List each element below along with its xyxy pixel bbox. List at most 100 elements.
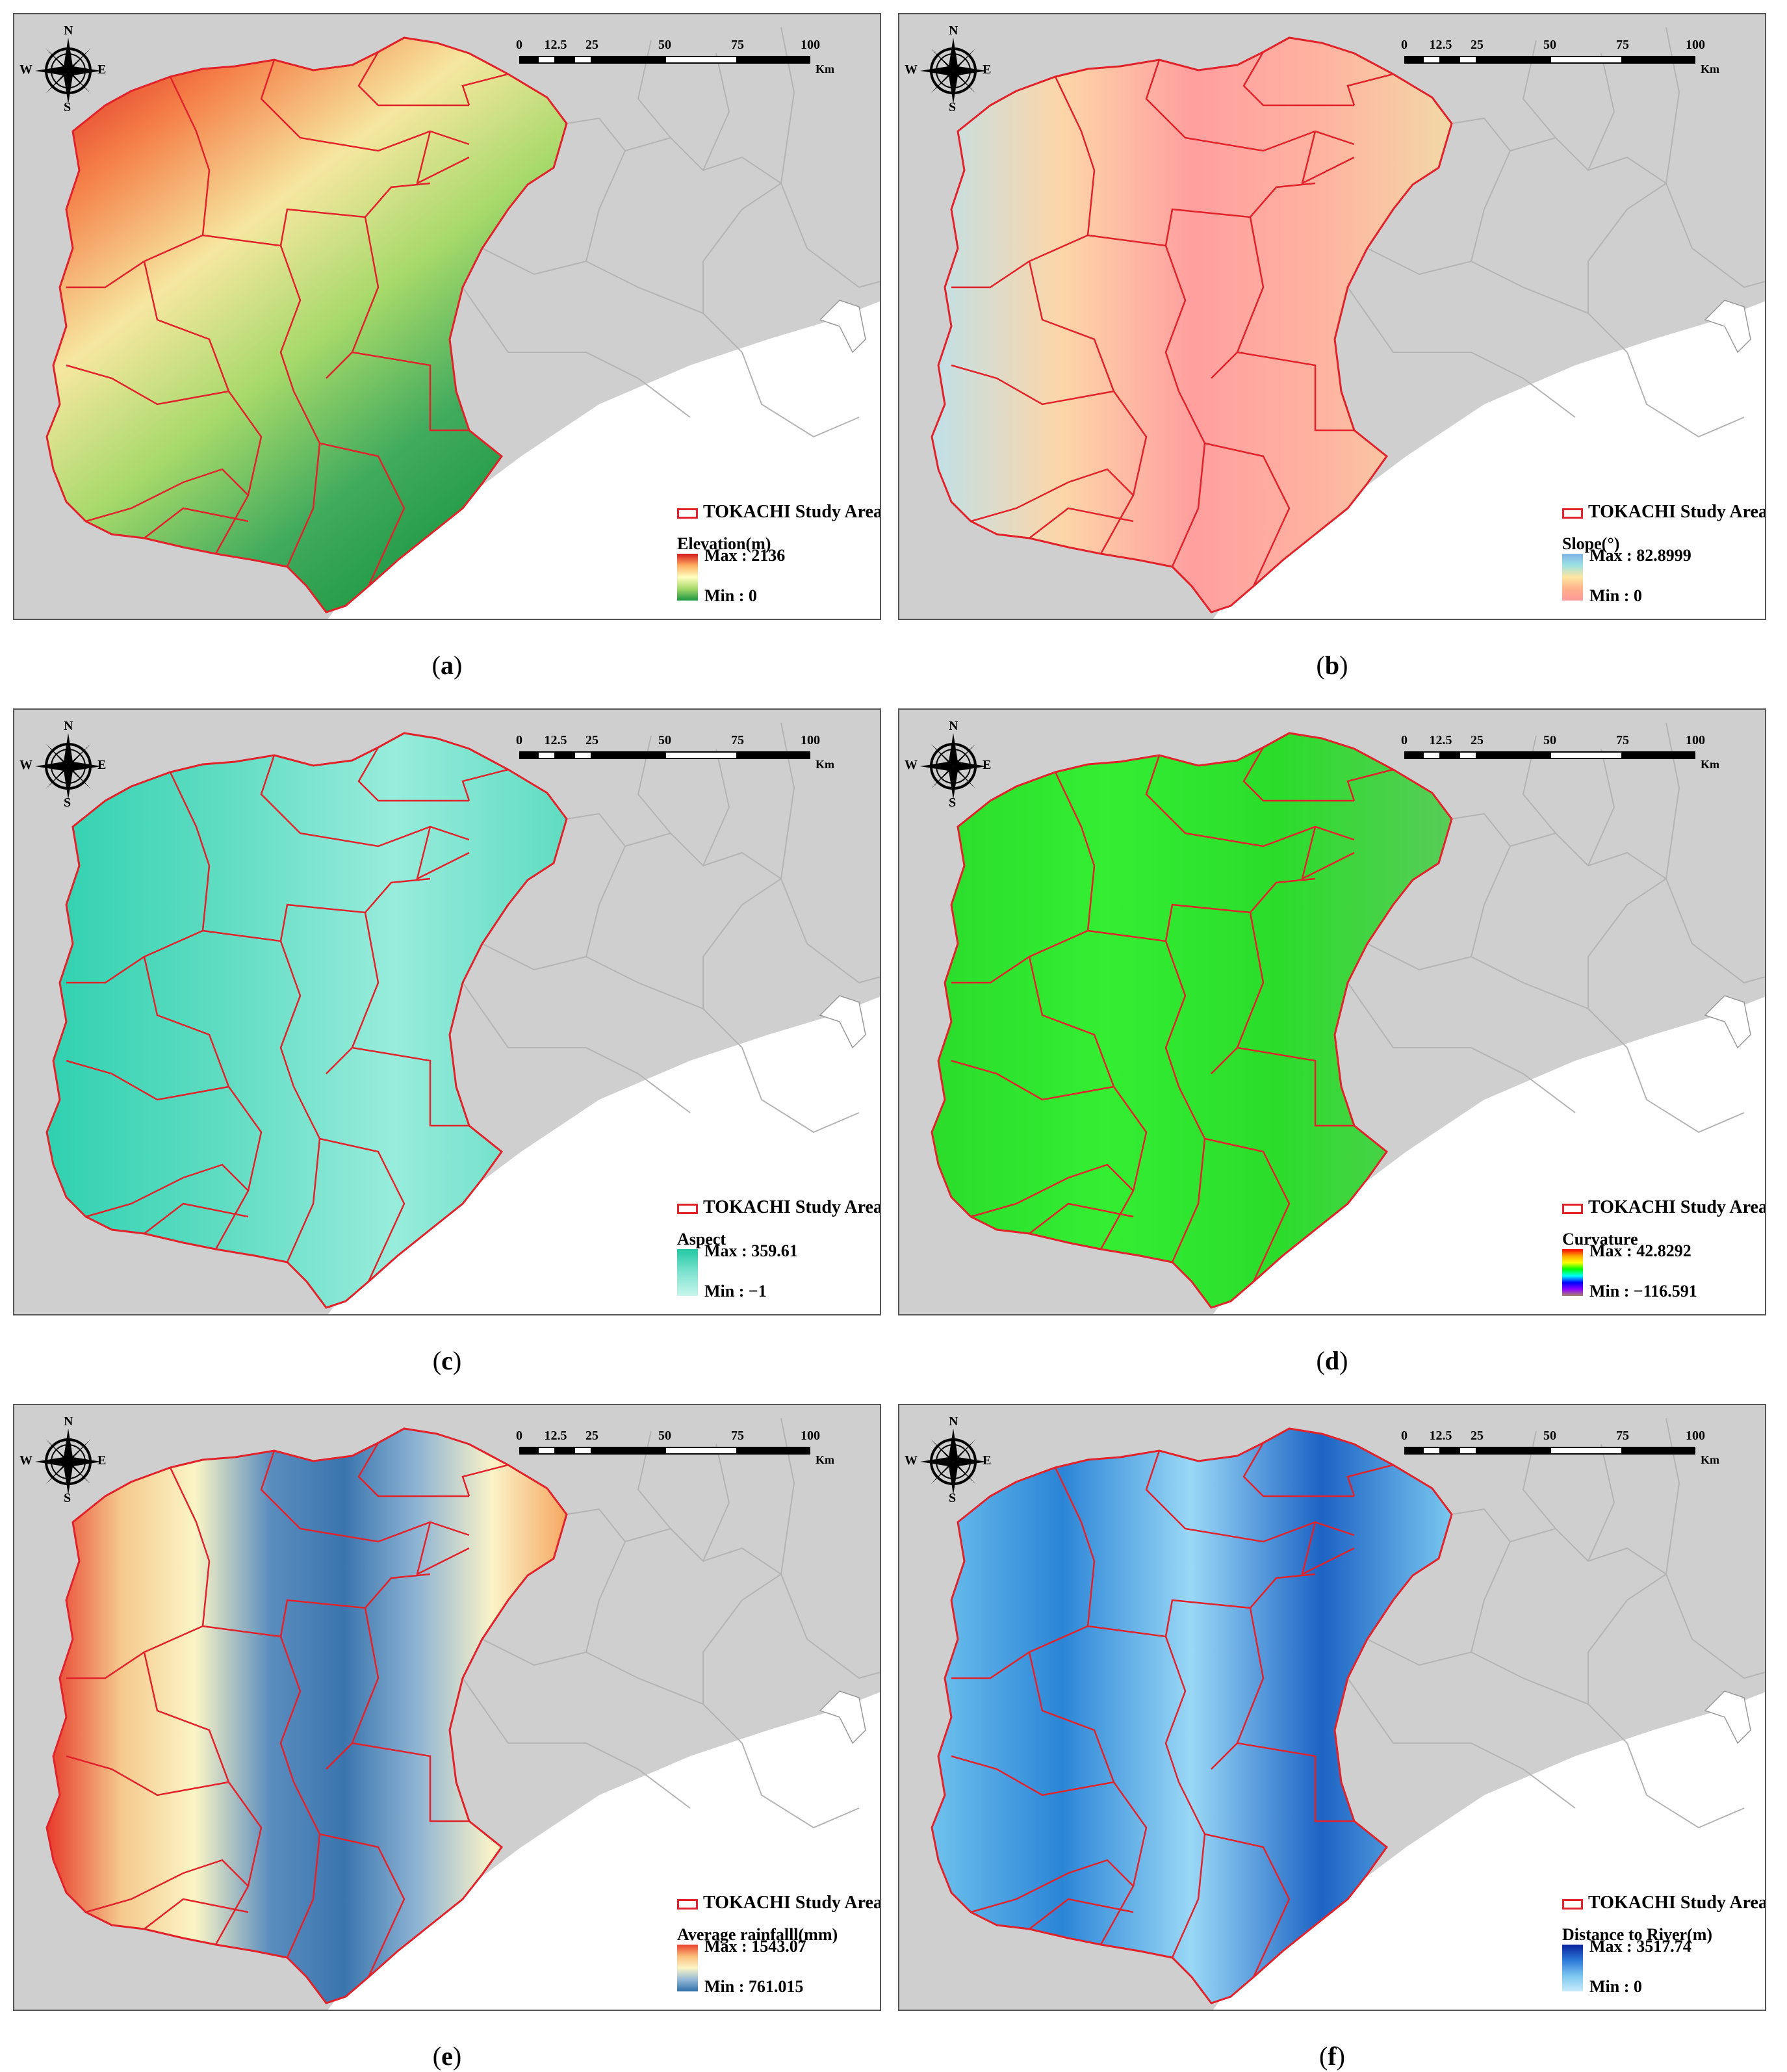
compass-rose-icon: N S W E <box>19 23 110 114</box>
municipality-boundary <box>143 261 230 392</box>
neighbor-district-border <box>1471 846 1511 957</box>
compass-e-label: E <box>97 62 107 77</box>
scale-bar-segment <box>665 751 738 759</box>
map-panel-a: 0 12.5 25 50 75 100 Km N S W E TOKACHI Study Area El… <box>13 13 881 620</box>
municipality-boundary <box>951 1625 1088 1679</box>
scale-bar: 0 12.5 25 50 75 100 Km <box>1396 733 1760 772</box>
study-area-label: TOKACHI Study Area <box>1588 502 1766 522</box>
neighbor-district-border <box>702 1573 782 1704</box>
neighbor-district-border <box>1367 248 1628 353</box>
scale-bar-segment <box>738 56 810 64</box>
scale-tick-label: 12.5 <box>544 733 567 747</box>
neighbor-district-border <box>1347 982 1576 1113</box>
municipality-boundary <box>951 234 1088 289</box>
municipality-boundary <box>1204 442 1291 587</box>
panel-caption: (e) <box>432 2041 462 2071</box>
panel-caption: (f) <box>1319 2041 1345 2071</box>
scale-bar-segment <box>1550 751 1623 759</box>
neighbor-district-border <box>1471 1541 1511 1653</box>
map-panel-c: 0 12.5 25 50 75 100 Km N S W E TOKACHI Study Area As… <box>13 708 881 1315</box>
neighbor-district-border <box>566 117 782 184</box>
neighbor-district-border <box>1451 117 1667 184</box>
study-area-swatch <box>677 1898 698 1910</box>
map-panel-e: 0 12.5 25 50 75 100 Km N S W E TOKACHI Study Area Av… <box>13 1404 881 2011</box>
scale-bar-segment <box>665 1447 738 1455</box>
compass-s-label: S <box>949 1491 957 1505</box>
sea-area <box>1213 996 1765 1314</box>
municipality-boundary <box>144 507 249 539</box>
municipality-boundary <box>1242 51 1354 107</box>
municipality-boundary <box>1301 131 1355 185</box>
legend-color-ramp <box>1562 1249 1583 1296</box>
scale-bar-segment <box>1623 751 1695 759</box>
legend-min: Min : 0 <box>1589 1977 1642 1996</box>
municipality-boundary <box>1346 73 1394 106</box>
compass-w-label: W <box>19 62 32 77</box>
legend-min: Min : 0 <box>1589 586 1642 605</box>
map-canvas <box>931 722 1765 1314</box>
scale-bar-segment <box>1404 56 1422 64</box>
compass-n-label: N <box>64 719 73 733</box>
compass-n-label: N <box>949 719 958 733</box>
municipality-boundary <box>144 1898 249 1930</box>
municipality-boundary <box>1028 956 1115 1087</box>
scale-bar-segment <box>738 1447 810 1455</box>
legend-color-ramp <box>1562 554 1583 601</box>
municipality-boundary <box>970 1163 1134 1218</box>
municipality-boundary <box>1028 261 1115 392</box>
neighbor-district-border <box>702 878 782 1009</box>
neighbor-district-border <box>1626 1047 1745 1133</box>
municipality-boundary <box>352 351 469 432</box>
study-area-label: TOKACHI Study Area <box>703 1893 881 1913</box>
municipality-boundary <box>357 1442 469 1497</box>
neighbor-district-border <box>741 1047 860 1133</box>
compass-w-label: W <box>905 62 918 77</box>
legend-study-area: TOKACHI Study Area <box>677 1893 881 1913</box>
scale-bar-segment <box>556 751 574 759</box>
neighbor-district-border <box>585 846 626 957</box>
scale-bar-segment <box>1477 56 1550 64</box>
neighbor-district-border <box>741 1742 860 1829</box>
legend-min: Min : −116.591 <box>1589 1282 1697 1301</box>
scale-tick-label: 50 <box>658 733 671 747</box>
legend-title: Curvature <box>1562 1230 1638 1249</box>
neighbor-district-border <box>1471 150 1511 262</box>
municipality-boundary <box>279 940 302 1087</box>
municipality-boundary <box>951 929 1088 984</box>
neighbor-district-border <box>1588 1444 1615 1562</box>
municipality-boundary <box>169 771 211 866</box>
scale-unit: Km <box>816 62 834 75</box>
neighbor-district-border <box>585 150 626 262</box>
study-area-raster <box>931 36 1453 614</box>
scale-tick-label: 25 <box>585 733 598 747</box>
compass-n-label: N <box>64 23 73 38</box>
scale-tick-label: 75 <box>1616 733 1629 747</box>
scale-bar-segment <box>592 56 665 64</box>
scale-bar-segment <box>519 56 537 64</box>
scale-bar-segment <box>1422 751 1441 759</box>
neighbor-district-border <box>1588 878 1667 1009</box>
panel-caption: (b) <box>1316 651 1348 680</box>
municipality-boundary <box>1204 1137 1291 1282</box>
scale-bar-segment <box>556 56 574 64</box>
scale-tick-label: 12.5 <box>1429 733 1452 747</box>
scale-bar-segment <box>1422 1447 1441 1455</box>
neighbor-district-border <box>482 1638 743 1744</box>
sea-area <box>1213 1692 1765 2010</box>
municipality-boundary <box>1301 1522 1355 1576</box>
map-panel-b: 0 12.5 25 50 75 100 Km N S W E TOKACHI Study Area Sl… <box>898 13 1766 620</box>
municipality-boundary <box>1054 771 1096 866</box>
scale-bar-segment <box>1459 56 1477 64</box>
legend-color-ramp <box>677 1945 698 1991</box>
neighbor-district-border <box>1451 812 1667 879</box>
legend-title: Average rainfalll(mm) <box>677 1925 838 1944</box>
scale-bar-segment <box>519 751 537 759</box>
neighbor-district-border <box>1691 248 1765 289</box>
map-panel-f: 0 12.5 25 50 75 100 Km N S W E TOKACHI Study Area Di… <box>898 1404 1766 2011</box>
scale-tick-label: 50 <box>1543 1429 1556 1443</box>
municipality-boundary <box>1237 351 1354 432</box>
municipality-boundary <box>169 1467 211 1562</box>
scale-bar-segment <box>537 751 556 759</box>
neighbor-district-border <box>462 287 691 418</box>
map-legend: TOKACHI Study Area Average rainfalll(mm) M… <box>664 1880 881 2010</box>
